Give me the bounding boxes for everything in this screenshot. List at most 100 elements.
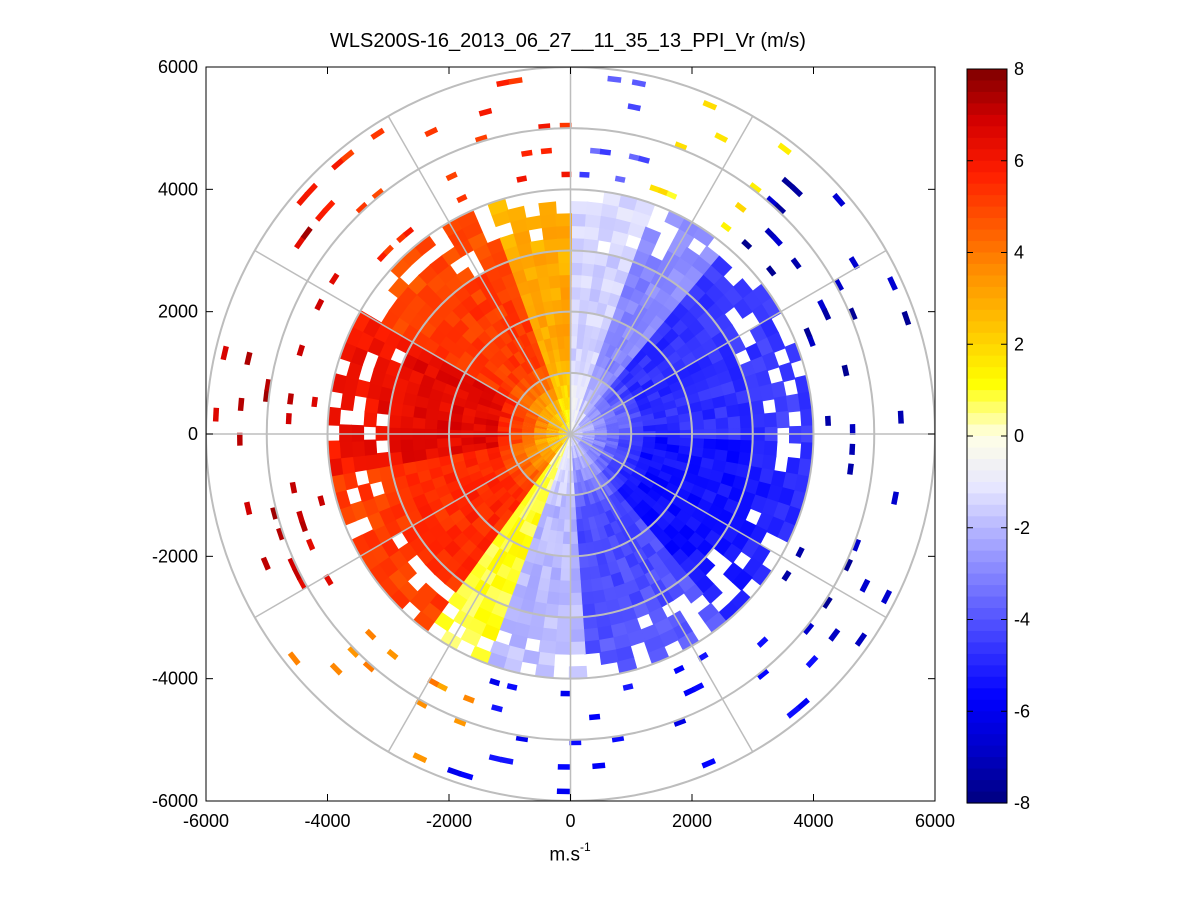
velocity-gate-outer — [848, 307, 858, 321]
velocity-gate — [591, 364, 601, 379]
velocity-gate — [633, 466, 648, 478]
velocity-gate — [666, 444, 680, 454]
velocity-gate — [355, 330, 375, 352]
velocity-gate — [799, 442, 814, 462]
velocity-gate-outer — [848, 256, 860, 270]
velocity-gate-outer — [771, 234, 783, 247]
velocity-gate — [580, 440, 592, 450]
velocity-gate — [587, 407, 599, 418]
velocity-gate — [612, 633, 631, 651]
velocity-gate — [340, 391, 356, 411]
velocity-gate — [527, 386, 540, 399]
velocity-gate — [613, 583, 629, 600]
velocity-gate — [437, 264, 458, 285]
velocity-gate — [499, 344, 514, 359]
velocity-gate — [494, 348, 509, 364]
velocity-gate — [576, 412, 586, 425]
velocity-gate — [545, 435, 559, 439]
velocity-gate-outer — [673, 664, 685, 675]
velocity-gate — [533, 589, 549, 605]
velocity-gate — [609, 478, 622, 491]
velocity-gate — [619, 606, 638, 624]
velocity-gate — [519, 461, 533, 472]
velocity-gate — [602, 191, 623, 207]
velocity-gate — [739, 440, 754, 455]
velocity-gate — [573, 482, 579, 496]
velocity-gate — [478, 488, 494, 503]
velocity-gate — [637, 481, 652, 496]
velocity-gate-outer — [741, 239, 753, 250]
velocity-gate-outer — [843, 558, 853, 572]
velocity-gate — [517, 399, 531, 410]
colorbar-swatch — [967, 160, 1007, 173]
velocity-gate — [536, 651, 556, 667]
velocity-gate — [550, 286, 563, 301]
velocity-gate — [755, 481, 772, 500]
velocity-gate — [789, 425, 802, 444]
velocity-gate — [642, 359, 658, 375]
velocity-gate — [512, 471, 526, 484]
colorbar-swatch — [967, 390, 1007, 403]
velocity-gate — [381, 372, 398, 390]
velocity-gate — [589, 447, 602, 458]
velocity-gate-outer — [825, 415, 831, 426]
velocity-gate — [493, 503, 508, 519]
velocity-gate — [635, 461, 650, 473]
velocity-gate — [519, 377, 532, 390]
velocity-gate — [569, 556, 580, 570]
velocity-gate — [513, 350, 526, 365]
velocity-gate-outer — [589, 713, 601, 721]
velocity-gate — [641, 378, 656, 392]
velocity-gate — [590, 377, 600, 391]
x-axis-label-base: m.s — [549, 844, 580, 866]
velocity-gate — [573, 409, 578, 423]
velocity-gate — [562, 531, 571, 545]
velocity-gate — [579, 286, 592, 301]
velocity-gate — [613, 364, 626, 379]
velocity-gate — [557, 249, 572, 264]
velocity-gate — [557, 456, 564, 470]
velocity-gate — [436, 318, 454, 337]
velocity-gate-outer — [802, 622, 815, 635]
velocity-gate-outer — [500, 756, 514, 765]
velocity-gate — [509, 438, 523, 445]
colorbar-swatch — [967, 309, 1007, 322]
velocity-gate-outer — [765, 195, 779, 208]
velocity-gate — [510, 217, 529, 235]
velocity-gate — [596, 381, 607, 395]
colorbar-swatch — [967, 195, 1007, 208]
velocity-gate — [558, 444, 566, 457]
velocity-gate-outer — [887, 276, 898, 291]
velocity-gate — [536, 460, 548, 472]
velocity-gate — [513, 229, 532, 246]
velocity-gate — [563, 335, 572, 349]
velocity-gate — [550, 417, 562, 427]
velocity-gate — [533, 458, 546, 470]
velocity-gate — [555, 398, 563, 412]
velocity-gate — [486, 412, 500, 422]
velocity-gate-outer — [292, 567, 303, 581]
x-axis-label: m.s-1 — [470, 840, 670, 866]
velocity-gate — [576, 335, 585, 350]
velocity-gate — [740, 538, 761, 559]
velocity-gate — [570, 249, 585, 264]
velocity-gate-outer — [556, 788, 571, 795]
velocity-gate — [525, 574, 541, 591]
velocity-gate-outer — [627, 103, 641, 112]
velocity-gate-outer — [478, 107, 493, 117]
velocity-gate — [593, 439, 607, 446]
velocity-gate — [523, 265, 539, 282]
velocity-gate — [575, 384, 582, 399]
velocity-gate — [526, 625, 544, 641]
velocity-gate — [688, 401, 703, 414]
velocity-gate — [622, 340, 636, 356]
velocity-gate — [751, 413, 766, 429]
velocity-gate — [579, 360, 587, 375]
velocity-gate — [562, 457, 568, 471]
velocity-gate — [570, 434, 580, 444]
velocity-gate — [538, 412, 551, 422]
velocity-gate — [666, 414, 680, 425]
velocity-gate — [530, 341, 542, 356]
velocity-gate — [660, 464, 676, 477]
